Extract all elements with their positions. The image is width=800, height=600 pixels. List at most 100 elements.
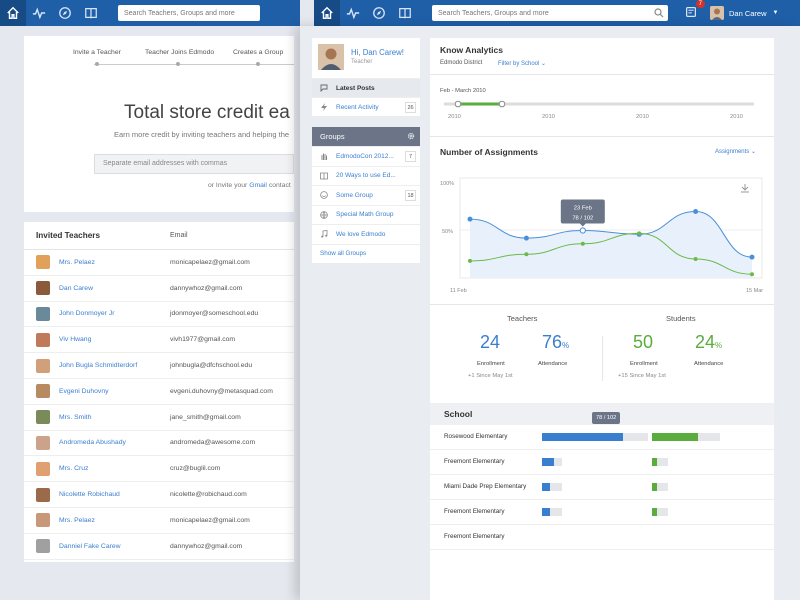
student-bar-track — [652, 483, 668, 491]
teacher-name-link[interactable]: Danniel Fake Carew — [59, 542, 121, 550]
discover-icon[interactable] — [366, 0, 392, 26]
avatar[interactable] — [36, 306, 50, 321]
profile-greeting[interactable]: Hi, Dan Carew! — [351, 48, 404, 57]
school-row[interactable]: Rosewood Elementary — [430, 425, 774, 450]
menu-label: Latest Posts — [336, 84, 375, 92]
table-row: John Bugla Schmidterdorf johnbugla@dfchsc… — [24, 353, 294, 379]
avatar — [710, 6, 724, 20]
year-label: 2010 — [730, 114, 743, 120]
avatar[interactable] — [36, 358, 50, 373]
teacher-name-link[interactable]: Mrs. Pelaez — [59, 258, 95, 266]
invited-teachers-header: Invited Teachers Email — [24, 222, 294, 250]
email-invite-input[interactable]: Separate email addresses with commas — [94, 154, 294, 174]
avatar[interactable] — [36, 539, 50, 554]
range-end-handle[interactable] — [498, 100, 506, 108]
avatar[interactable] — [36, 281, 50, 296]
search-input-back[interactable]: Search Teachers, Groups and more — [118, 5, 260, 21]
show-all-groups-link[interactable]: Show all Groups — [312, 243, 420, 263]
teacher-bar-track — [542, 458, 562, 466]
avatar[interactable] — [36, 487, 50, 502]
range-start-handle[interactable] — [454, 100, 462, 108]
teacher-name-link[interactable]: Evgeni Duhovny — [59, 387, 109, 395]
home-icon[interactable] — [314, 0, 340, 26]
teacher-email: monicapelaez@gmail.com — [170, 516, 250, 524]
table-row: Mrs. Pelaez monicapelaez@gmail.com — [24, 250, 294, 276]
page-title: Total store credit ea — [124, 102, 290, 123]
menu-latest-posts[interactable]: Latest Posts — [312, 78, 420, 97]
activity-icon[interactable] — [340, 0, 366, 26]
chart-tooltip-label: 23 Feb — [574, 206, 592, 212]
or-invite-text: or Invite your Gmail contact — [208, 182, 291, 189]
search-placeholder: Search Teachers, Groups and more — [438, 9, 549, 17]
school-row[interactable]: Freemont Elementary — [430, 500, 774, 525]
notifications-button[interactable]: 7 — [684, 0, 705, 21]
school-tooltip: 78 / 102 — [592, 412, 621, 424]
enrollment-stats: Teachers Students 24 76% Enrollment Atte… — [430, 306, 774, 402]
teacher-email: jdonmoyer@someschool.edu — [170, 310, 259, 318]
teacher-name-link[interactable]: Mrs. Smith — [59, 413, 92, 421]
gear-icon[interactable] — [407, 132, 415, 140]
filter-by-school-dropdown[interactable]: Filter by School ⌄ — [498, 61, 547, 67]
download-icon[interactable] — [741, 184, 749, 193]
assignments-dropdown[interactable]: Assignments ⌄ — [714, 149, 756, 155]
menu-label: Recent Activity — [336, 103, 379, 111]
group-count: 18 — [405, 190, 416, 201]
table-row: Viv Hwang vivh1977@gmail.com — [24, 327, 294, 354]
group-label: 20 Ways to use Ed... — [336, 172, 396, 180]
group-item[interactable]: Special Math Group — [312, 204, 420, 225]
menu-recent-activity[interactable]: Recent Activity 26 — [312, 97, 420, 116]
music-note-icon — [321, 230, 328, 238]
step-joins: Teacher Joins Edmodo — [145, 49, 215, 56]
date-range-slider[interactable] — [440, 98, 758, 110]
search-input[interactable]: Search Teachers, Groups and more — [432, 5, 668, 21]
teacher-name-link[interactable]: Viv Hwang — [59, 336, 92, 344]
smiley-icon — [320, 191, 328, 199]
library-icon[interactable] — [78, 0, 104, 26]
school-row[interactable]: Freemont Elementary — [430, 525, 774, 550]
avatar[interactable] — [36, 410, 50, 425]
group-item[interactable]: Some Group 18 — [312, 185, 420, 205]
group-count: 7 — [405, 151, 416, 162]
teacher-name-link[interactable]: Mrs. Pelaez — [59, 516, 95, 524]
activity-icon[interactable] — [26, 0, 52, 26]
group-label: Some Group — [336, 191, 373, 199]
student-bar — [652, 483, 657, 491]
teacher-name-link[interactable]: Mrs. Cruz — [59, 465, 89, 473]
gmail-link[interactable]: Gmail — [249, 182, 267, 189]
students-heading: Students — [666, 314, 696, 323]
year-label: 2010 — [542, 114, 555, 120]
student-bar-track — [652, 433, 720, 441]
teacher-email: dannywhoz@gmail.com — [170, 284, 243, 292]
library-icon[interactable] — [392, 0, 418, 26]
school-name: Rosewood Elementary — [444, 433, 508, 440]
teacher-bar-track — [542, 508, 562, 516]
teacher-name-link[interactable]: John Bugla Schmidterdorf — [59, 362, 138, 370]
analytics-title: Know Analytics — [440, 45, 503, 55]
home-icon[interactable] — [0, 0, 26, 26]
profile-avatar[interactable] — [318, 44, 344, 70]
teacher-name-link[interactable]: Nicolette Robichaud — [59, 491, 120, 499]
student-since: +15 Since May 1st — [618, 373, 666, 379]
search-icon[interactable] — [654, 8, 664, 18]
teacher-name-link[interactable]: John Donmoyer Jr — [59, 310, 115, 318]
data-point — [523, 235, 529, 241]
analytics-panel: Know Analytics Edmodo District Filter by… — [430, 38, 774, 600]
avatar[interactable] — [36, 461, 50, 476]
avatar[interactable] — [36, 513, 50, 528]
group-item[interactable]: 20 Ways to use Ed... — [312, 165, 420, 186]
chart-tooltip-arrow — [579, 223, 586, 227]
discover-icon[interactable] — [52, 0, 78, 26]
teacher-name-link[interactable]: Andromeda Abushady — [59, 439, 126, 447]
avatar[interactable] — [36, 435, 50, 450]
group-item[interactable]: We love Edmodo — [312, 224, 420, 244]
avatar[interactable] — [36, 332, 50, 347]
school-row[interactable]: Freemont Elementary — [430, 450, 774, 475]
teacher-name-link[interactable]: Dan Carew — [59, 284, 93, 292]
user-menu[interactable]: Dan Carew ▼ — [710, 6, 778, 20]
school-row[interactable]: Miami Dade Prep Elementary — [430, 475, 774, 500]
assignments-title: Number of Assignments — [440, 147, 538, 157]
group-item[interactable]: EdmodoCon 2012... 7 — [312, 146, 420, 166]
x-tick-label: 11 Feb — [450, 288, 467, 294]
avatar[interactable] — [36, 255, 50, 270]
avatar[interactable] — [36, 384, 50, 399]
